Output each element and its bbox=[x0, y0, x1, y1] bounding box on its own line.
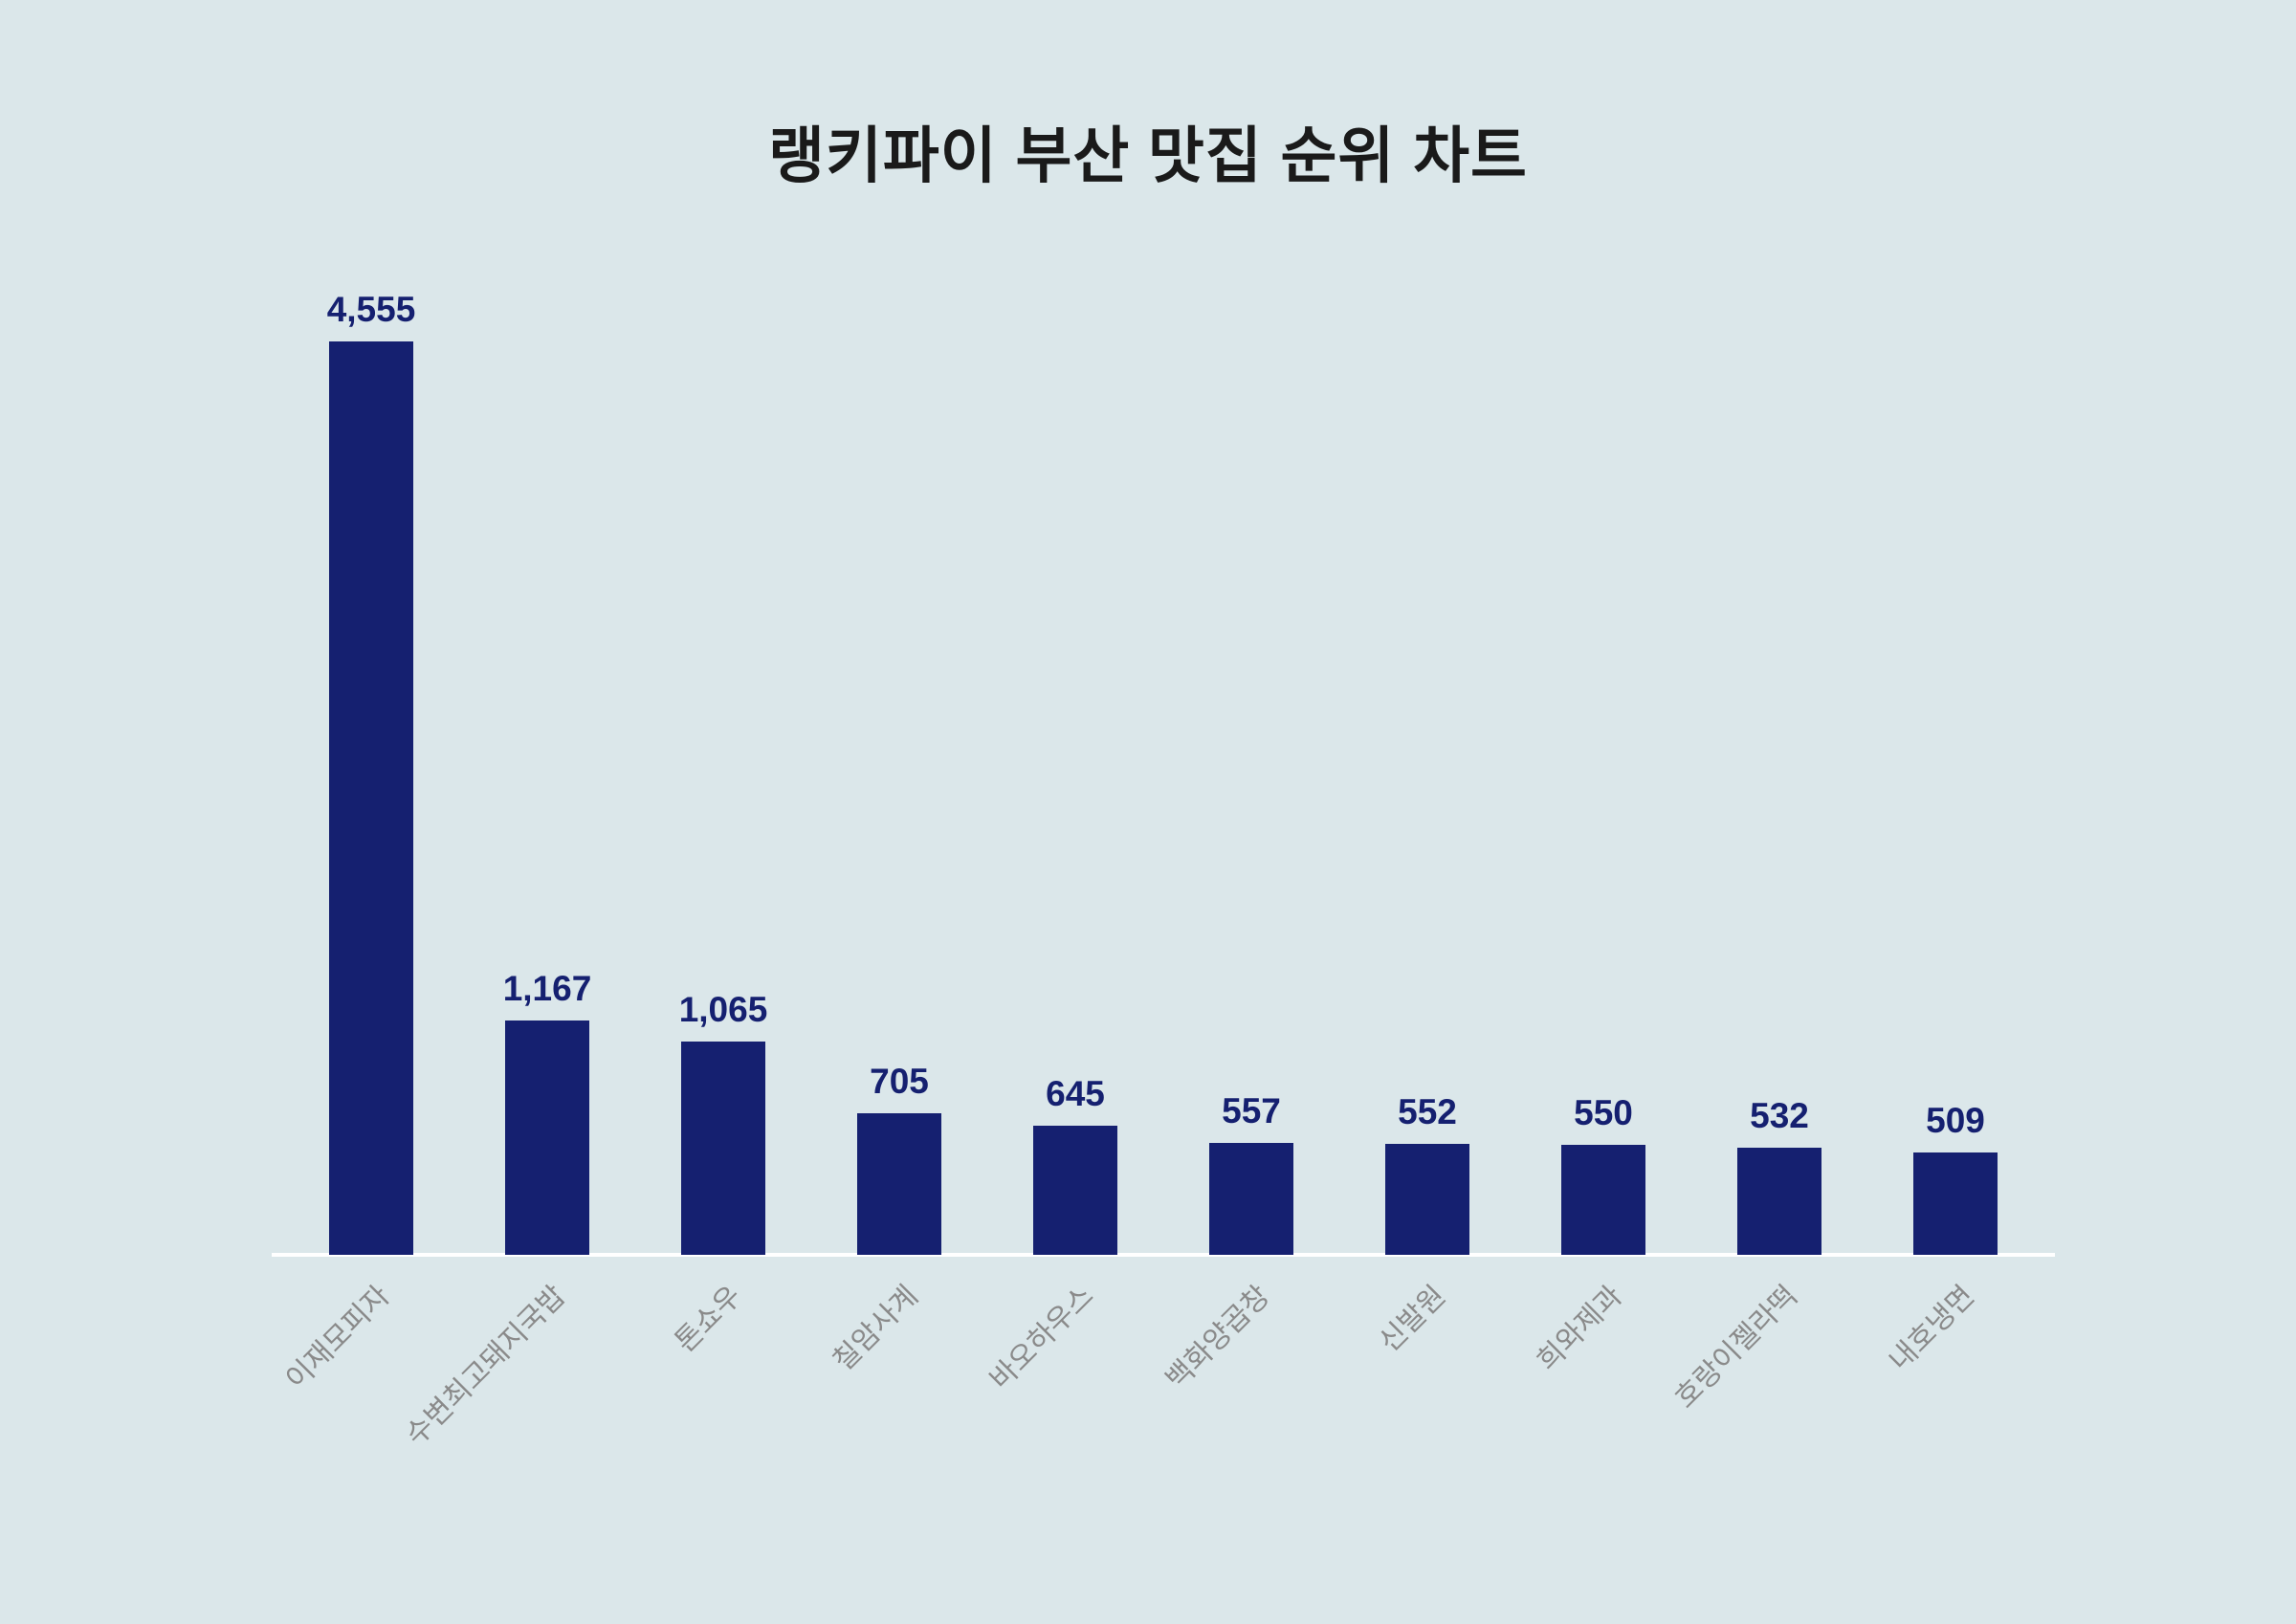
bar bbox=[681, 1042, 765, 1255]
bar-column: 509 내호냉면 bbox=[1867, 0, 2043, 1377]
bar bbox=[1209, 1143, 1293, 1255]
bar bbox=[1913, 1152, 1998, 1255]
bar-value-label: 532 bbox=[1750, 1096, 1809, 1135]
bar-value-label: 705 bbox=[870, 1062, 929, 1101]
bar-column: 1,065 톤쇼우 bbox=[635, 0, 811, 1358]
x-axis-line bbox=[272, 1253, 2055, 1257]
bar bbox=[329, 341, 413, 1255]
bar bbox=[1561, 1145, 1645, 1255]
bar-value-label: 645 bbox=[1046, 1074, 1105, 1113]
category-label: 이재모피자 bbox=[279, 1280, 396, 1396]
category-label: 백화양곱창 bbox=[1159, 1280, 1276, 1396]
category-label: 수변최고돼지국밥 bbox=[400, 1280, 572, 1452]
bar-column: 550 희와제과 bbox=[1515, 0, 1691, 1377]
category-label: 희와제과 bbox=[1531, 1280, 1628, 1377]
bar-value-label: 509 bbox=[1926, 1101, 1985, 1140]
category-label: 칠암사계 bbox=[827, 1280, 924, 1377]
bar-value-label: 1,065 bbox=[678, 990, 768, 1029]
category-label: 바오하우스 bbox=[983, 1280, 1100, 1396]
plot-area: 4,555 이재모피자 1,167 수변최고돼지국밥 1,065 톤쇼우 705 칠암사계 64… bbox=[272, 0, 2055, 1452]
category-label: 톤쇼우 bbox=[669, 1280, 748, 1359]
bar bbox=[857, 1113, 941, 1255]
bar-value-label: 1,167 bbox=[502, 969, 592, 1008]
bar-value-label: 552 bbox=[1398, 1092, 1457, 1131]
bar bbox=[1385, 1144, 1469, 1255]
bar-value-label: 557 bbox=[1222, 1091, 1281, 1130]
category-label: 신발원 bbox=[1373, 1280, 1452, 1359]
bar-column: 4,555 이재모피자 bbox=[280, 0, 459, 1395]
bar-value-label: 550 bbox=[1574, 1093, 1633, 1132]
bar-column: 532 호랑이젤라떡 bbox=[1669, 0, 1867, 1415]
bar-column: 557 백화양곱창 bbox=[1160, 0, 1339, 1395]
bar bbox=[1737, 1148, 1821, 1255]
category-label: 내호냉면 bbox=[1883, 1280, 1980, 1377]
bar-column: 705 칠암사계 bbox=[811, 0, 987, 1377]
bar bbox=[505, 1020, 589, 1255]
bar-value-label: 4,555 bbox=[326, 290, 416, 329]
chart-title: 랭키파이 부산 맛집 순위 차트 bbox=[768, 121, 1528, 190]
bar-column: 1,167 수변최고돼지국밥 bbox=[400, 0, 635, 1452]
bar-column: 645 바오하우스 bbox=[984, 0, 1163, 1395]
bar bbox=[1033, 1126, 1117, 1255]
category-label: 호랑이젤라떡 bbox=[1669, 1280, 1804, 1415]
bar-column: 552 신발원 bbox=[1339, 0, 1515, 1358]
